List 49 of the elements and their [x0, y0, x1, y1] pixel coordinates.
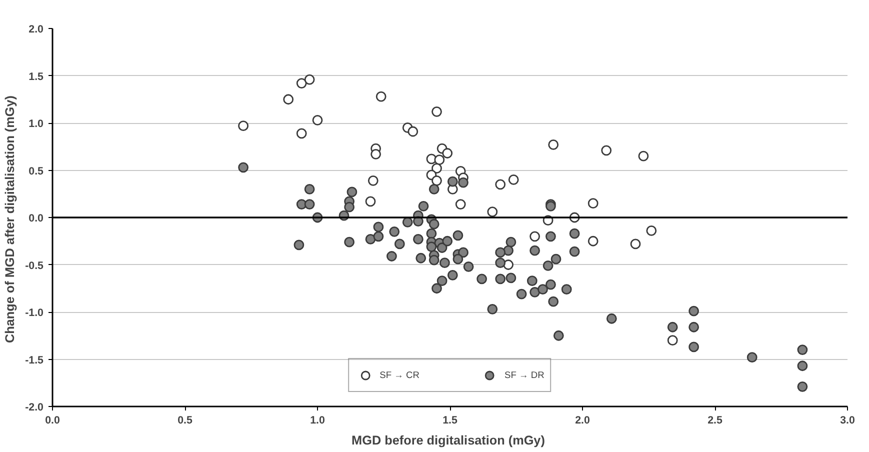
y-tick-label: 1.0 — [28, 118, 44, 130]
point — [508, 174, 519, 185]
x-tick-label: 1.5 — [442, 414, 458, 426]
point — [296, 128, 307, 139]
point — [238, 120, 248, 132]
point — [370, 148, 381, 160]
point — [296, 78, 307, 88]
y-tick-label: 1.5 — [28, 70, 44, 83]
y-tick-label: -1.0 — [25, 307, 44, 319]
point — [432, 106, 442, 117]
point — [667, 335, 678, 346]
x-axis-title: MGD before digitalisation (mGy) — [352, 434, 545, 448]
point — [376, 91, 386, 102]
x-tick-label: 0.0 — [45, 414, 60, 426]
y-tick-label: -2.0 — [25, 402, 44, 414]
point — [408, 126, 418, 137]
point — [455, 199, 466, 210]
y-axis-title: Change of MGD after digitalisation (mGy) — [3, 96, 18, 344]
point — [304, 74, 315, 85]
point — [365, 196, 376, 207]
point — [588, 236, 598, 246]
point — [495, 179, 506, 190]
legend-label: SF → DR — [504, 370, 544, 380]
x-tick-label: 2.5 — [708, 414, 722, 426]
point — [432, 175, 442, 186]
y-tick-label: -1.5 — [25, 354, 44, 366]
point — [283, 94, 294, 105]
legend-label: SF → CR — [380, 370, 420, 380]
point — [530, 231, 540, 242]
x-tick-label: 0.5 — [178, 414, 192, 426]
point — [638, 150, 649, 162]
x-tick-label: 1.0 — [310, 414, 325, 426]
point — [368, 175, 378, 186]
point — [601, 145, 612, 156]
point — [312, 114, 323, 126]
point — [646, 226, 657, 236]
y-tick-label: 2.0 — [28, 24, 44, 36]
point — [588, 198, 598, 209]
point — [434, 154, 445, 166]
point — [548, 140, 559, 150]
point — [630, 238, 641, 250]
y-tick-label: 0.5 — [28, 165, 44, 178]
point — [432, 163, 442, 174]
x-tick-label: 3.0 — [840, 414, 855, 426]
point — [487, 206, 498, 218]
y-tick-label: 0.0 — [28, 212, 44, 224]
x-tick-label: 2.0 — [575, 414, 590, 426]
y-tick-label: -0.5 — [25, 260, 44, 272]
point — [442, 148, 453, 158]
